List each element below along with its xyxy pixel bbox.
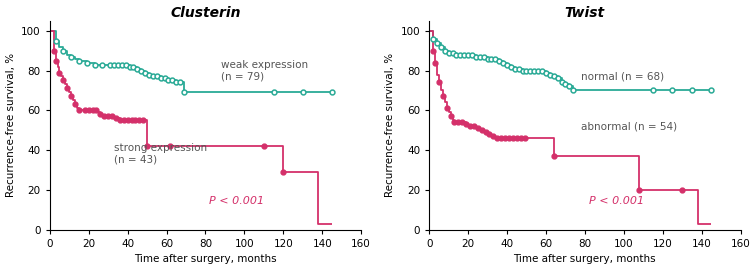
Y-axis label: Recurrence-free survival, %: Recurrence-free survival, %	[385, 53, 395, 197]
Title: Clusterin: Clusterin	[170, 6, 240, 19]
Y-axis label: Recurrence-free survival, %: Recurrence-free survival, %	[5, 53, 16, 197]
Text: P < 0.001: P < 0.001	[209, 196, 265, 206]
Text: P < 0.001: P < 0.001	[589, 196, 644, 206]
Text: abnormal (n = 54): abnormal (n = 54)	[581, 121, 677, 131]
Text: strong expression
(n = 43): strong expression (n = 43)	[114, 143, 207, 165]
X-axis label: Time after surgery, months: Time after surgery, months	[134, 254, 277, 264]
Title: Twist: Twist	[565, 6, 605, 19]
Text: normal (n = 68): normal (n = 68)	[581, 72, 664, 82]
Text: weak expression
(n = 79): weak expression (n = 79)	[221, 60, 308, 81]
X-axis label: Time after surgery, months: Time after surgery, months	[513, 254, 656, 264]
